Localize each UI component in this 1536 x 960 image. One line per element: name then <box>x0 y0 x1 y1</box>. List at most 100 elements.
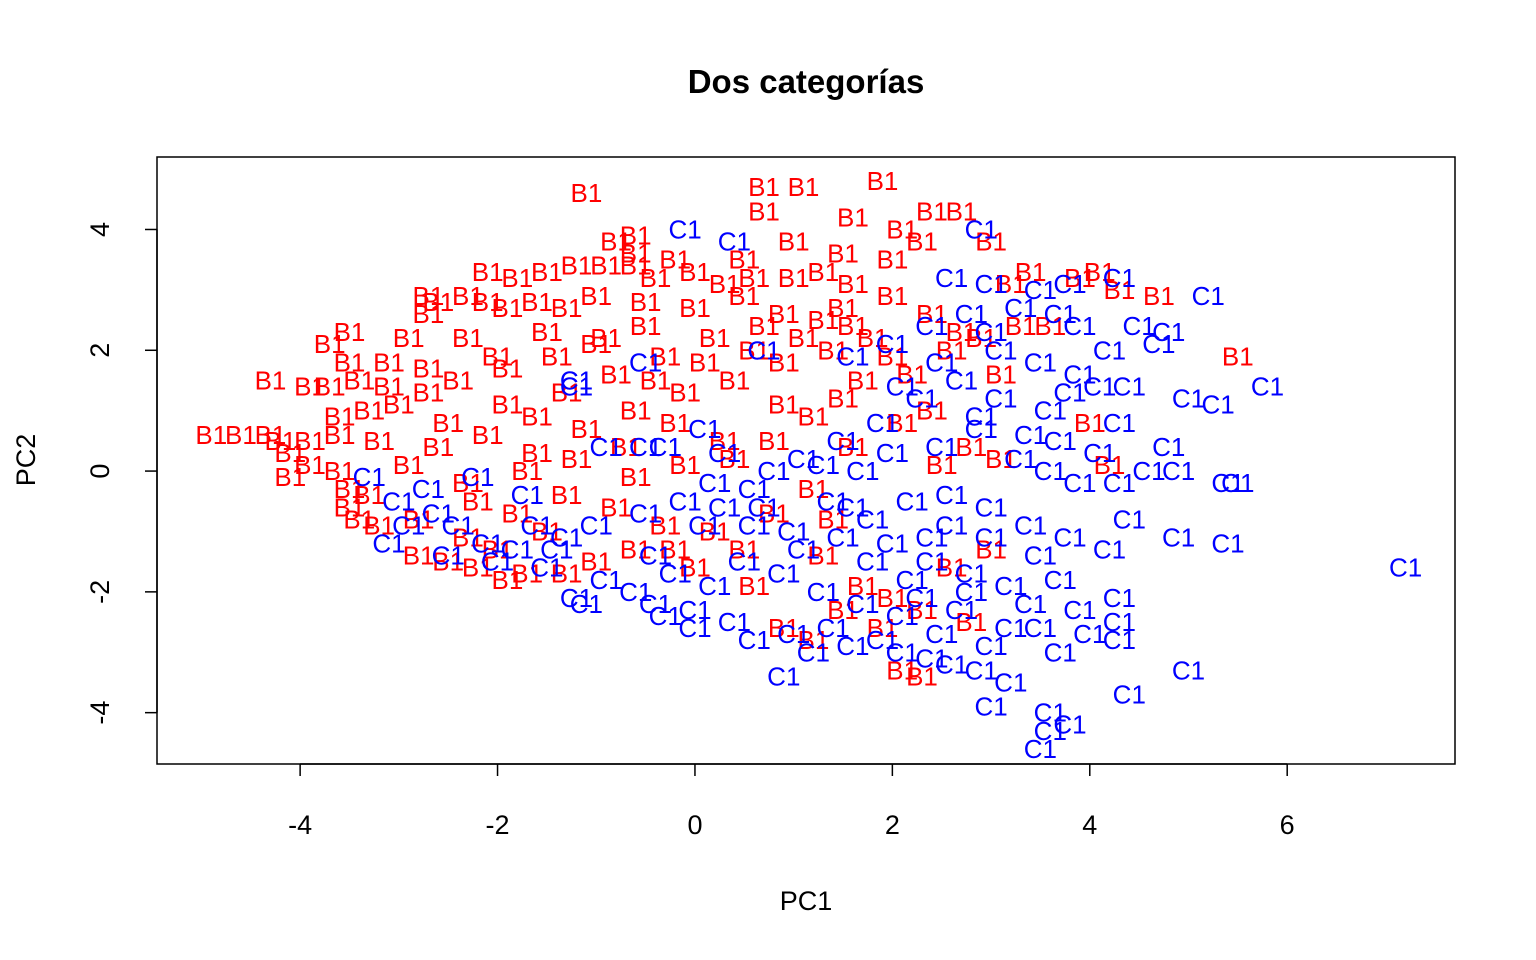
point-b1-76: B1 <box>462 553 494 583</box>
point-b1-137: B1 <box>422 432 454 462</box>
point-c1-30: C1 <box>1103 468 1136 498</box>
point-c1-68: C1 <box>392 510 425 540</box>
point-c1-34: C1 <box>1093 535 1126 565</box>
point-b1-158: B1 <box>886 408 918 438</box>
point-b1-71: B1 <box>334 492 366 522</box>
point-b1-61: B1 <box>225 420 257 450</box>
point-b1-74: B1 <box>403 541 435 571</box>
point-c1-111: C1 <box>915 311 948 341</box>
point-c1-87: C1 <box>649 432 682 462</box>
point-b1-42: B1 <box>472 287 504 317</box>
point-b1-119: B1 <box>551 378 583 408</box>
point-c1-29: C1 <box>1221 468 1254 498</box>
point-b1-161: B1 <box>541 341 573 371</box>
point-b1-176: B1 <box>867 613 899 643</box>
point-c1-57: C1 <box>797 637 830 667</box>
point-b1-132: B1 <box>827 293 859 323</box>
point-b1-3: B1 <box>867 166 899 196</box>
point-b1-184: B1 <box>610 432 642 462</box>
point-b1-140: B1 <box>570 414 602 444</box>
point-b1-84: B1 <box>807 541 839 571</box>
point-b1-57: B1 <box>343 366 375 396</box>
point-b1-24: B1 <box>531 257 563 287</box>
point-c1-75: C1 <box>629 498 662 528</box>
point-b1-9: B1 <box>620 221 652 251</box>
point-b1-108: B1 <box>758 426 790 456</box>
point-b1-153: B1 <box>649 510 681 540</box>
point-c1-146: C1 <box>895 565 928 595</box>
point-b1-105: B1 <box>876 341 908 371</box>
point-b1-26: B1 <box>679 257 711 287</box>
point-b1-75: B1 <box>432 547 464 577</box>
point-b1-91: B1 <box>906 661 938 691</box>
point-b1-30: B1 <box>807 257 839 287</box>
point-b1-53: B1 <box>452 323 484 353</box>
point-c1-63: C1 <box>718 607 751 637</box>
point-c1-54: C1 <box>1034 716 1067 746</box>
point-b1-7: B1 <box>946 196 978 226</box>
point-b1-116: B1 <box>363 426 395 456</box>
point-b1-151: B1 <box>551 480 583 510</box>
point-b1-44: B1 <box>521 287 553 317</box>
point-c1-102: C1 <box>1014 510 1047 540</box>
point-b1-179: B1 <box>659 408 691 438</box>
point-c1-91: C1 <box>807 450 840 480</box>
point-c1-72: C1 <box>540 535 573 565</box>
point-c1-46: C1 <box>935 649 968 679</box>
point-b1-98: B1 <box>1005 311 1037 341</box>
point-c1-3: C1 <box>1192 281 1225 311</box>
point-b1-154: B1 <box>699 517 731 547</box>
point-b1-96: B1 <box>916 396 948 426</box>
point-c1-28: C1 <box>1211 468 1244 498</box>
point-c1-10: C1 <box>1152 317 1185 347</box>
point-c1-4: C1 <box>1103 263 1136 293</box>
point-c1-123: C1 <box>688 510 721 540</box>
point-c1-145: C1 <box>974 523 1007 553</box>
point-c1-42: C1 <box>1073 619 1106 649</box>
x-tick-label: 6 <box>1280 810 1295 840</box>
point-c1-106: C1 <box>905 583 938 613</box>
point-c1-131: C1 <box>461 462 494 492</box>
point-b1-52: B1 <box>412 353 444 383</box>
point-b1-165: B1 <box>738 335 770 365</box>
point-b1-90: B1 <box>886 655 918 685</box>
y-tick-label: 2 <box>85 343 115 358</box>
point-c1-27: C1 <box>1162 456 1195 486</box>
point-b1-122: B1 <box>699 323 731 353</box>
point-c1-9: C1 <box>1122 311 1155 341</box>
point-b1-60: B1 <box>195 420 227 450</box>
point-c1-136: C1 <box>886 601 919 631</box>
point-c1-73: C1 <box>550 523 583 553</box>
point-c1-150: C1 <box>1083 438 1116 468</box>
point-b1-162: B1 <box>590 323 622 353</box>
point-c1-61: C1 <box>649 601 682 631</box>
point-c1-109: C1 <box>836 341 869 371</box>
point-c1-18: C1 <box>1172 384 1205 414</box>
point-b1-32: B1 <box>1015 257 1047 287</box>
point-c1-33: C1 <box>1211 529 1244 559</box>
point-b1-182: B1 <box>521 438 553 468</box>
point-b1-156: B1 <box>797 474 829 504</box>
point-c1-135: C1 <box>925 619 958 649</box>
point-b1-149: B1 <box>452 523 484 553</box>
point-c1-144: C1 <box>935 510 968 540</box>
point-b1-37: B1 <box>1222 341 1254 371</box>
point-b1-144: B1 <box>768 347 800 377</box>
point-c1-20: C1 <box>1113 372 1146 402</box>
point-b1-87: B1 <box>906 595 938 625</box>
point-c1-155: C1 <box>1004 293 1037 323</box>
points-layer: B1 B1 B1 B1 B1 B1 B1 B1 B1 B1 B1 B1 B1 B1 B1 B1 B1 B1 B1 B1… <box>195 166 1422 764</box>
point-b1-94: B1 <box>955 432 987 462</box>
point-c1-154: C1 <box>886 372 919 402</box>
point-c1-99: C1 <box>895 486 928 516</box>
point-c1-92: C1 <box>846 456 879 486</box>
point-c1-32: C1 <box>1162 523 1195 553</box>
point-c1-138: C1 <box>807 577 840 607</box>
point-c1-152: C1 <box>965 402 998 432</box>
point-c1-17: C1 <box>1251 372 1284 402</box>
point-c1-167: C1 <box>866 625 899 655</box>
point-b1-114: B1 <box>452 468 484 498</box>
point-b1-6: B1 <box>916 196 948 226</box>
point-b1-86: B1 <box>876 583 908 613</box>
point-c1-88: C1 <box>688 414 721 444</box>
